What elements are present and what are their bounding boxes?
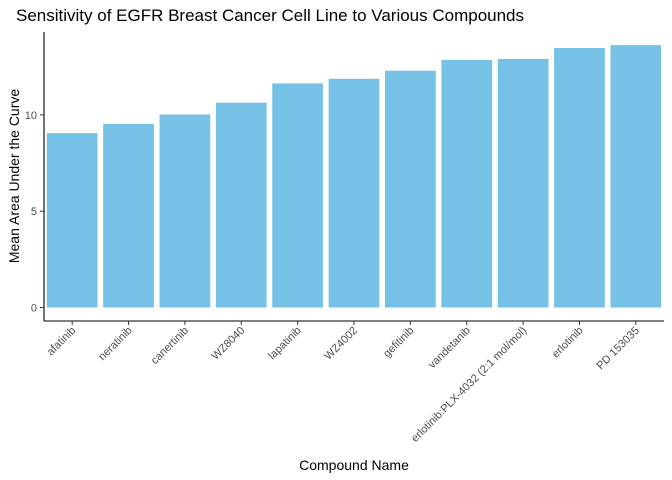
x-ticks-group: afatinib neratinib canertinib WZ8040 lapatin…: [45, 321, 642, 445]
y-ticks-group: 0 5 10: [25, 110, 44, 315]
x-axis-title: Compound Name: [299, 457, 409, 473]
bar-2: [159, 114, 211, 308]
x-tick-label-1: neratinib: [96, 325, 134, 363]
x-tick-label-9: erlotinib: [550, 325, 586, 361]
chart-title: Sensitivity of EGFR Breast Cancer Cell L…: [16, 6, 524, 25]
bar-7: [441, 59, 493, 308]
bar-5: [328, 78, 380, 308]
bar-9: [554, 47, 605, 308]
y-axis-title: Mean Area Under the Curve: [6, 89, 22, 264]
bar-4: [272, 83, 323, 308]
y-tick-label-1: 5: [31, 206, 37, 218]
x-tick-label-3: WZ8040: [210, 325, 248, 363]
bar-10: [610, 45, 662, 308]
bars-group: [46, 45, 662, 308]
y-tick-label-0: 0: [31, 303, 37, 315]
x-tick-label-6: gefitinib: [381, 325, 416, 360]
x-tick-label-2: canertinib: [149, 325, 191, 367]
bar-3: [215, 102, 267, 308]
x-tick-label-7: vandetanib: [426, 325, 473, 372]
bar-0: [46, 133, 98, 308]
y-tick-label-2: 10: [25, 110, 37, 122]
bar-6: [385, 70, 436, 308]
x-tick-label-10: PD 153035: [595, 325, 642, 372]
x-tick-label-0: afatinib: [45, 325, 79, 359]
x-tick-label-5: WZ4002: [322, 325, 360, 363]
x-tick-label-4: lapatinib: [266, 325, 303, 362]
bar-8: [497, 58, 549, 308]
bar-1: [103, 123, 154, 308]
x-tick-label-8: erlotinib:PLX-4032 (2:1 mol/mol): [409, 325, 529, 445]
